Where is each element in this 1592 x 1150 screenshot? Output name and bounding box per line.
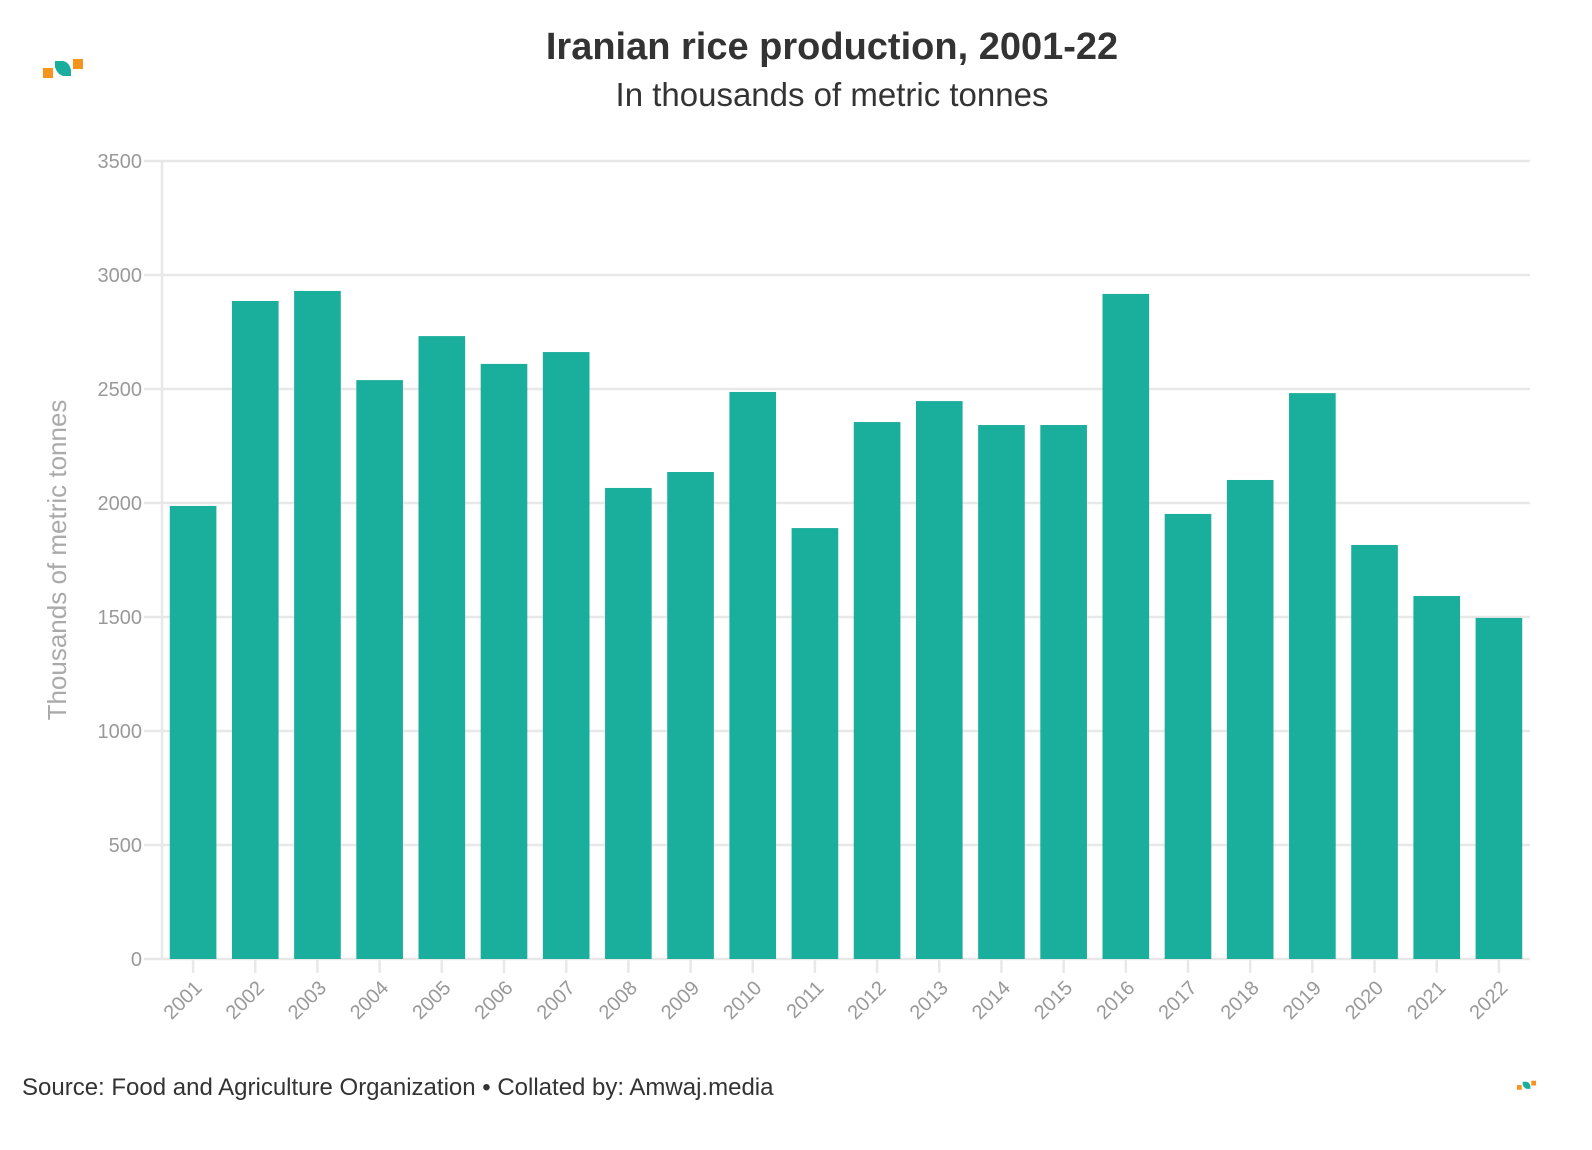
x-tick-label: 2021 [1403,977,1450,1024]
x-tick-label: 2017 [1155,977,1202,1024]
bar-2012 [853,422,901,959]
x-tick-label: 2003 [284,977,331,1024]
y-tick-label: 1000 [98,721,143,743]
x-tick-label: 2016 [1092,977,1139,1024]
x-tick-label: 2005 [408,977,455,1024]
x-tick-label: 2009 [657,977,704,1024]
bar-2008 [605,487,652,959]
bar-2001 [169,505,217,959]
x-tick-label: 2007 [533,977,580,1024]
bar-2005 [418,336,466,959]
brand-logo [43,58,85,85]
bar-2009 [667,471,714,959]
y-tick-label: 3000 [98,265,143,287]
x-tick-label: 2010 [719,977,766,1024]
chart-subtitle: In thousands of metric tonnes [615,76,1049,113]
bar-2018 [1226,479,1274,959]
x-tick-label: 2011 [782,977,828,1023]
y-tick-label: 0 [131,949,142,971]
x-tick-label: 2020 [1341,977,1388,1024]
bar-2002 [231,300,279,959]
x-tick-label: 2014 [968,977,1015,1024]
y-tick-label: 500 [109,835,142,857]
x-tick-label: 2018 [1217,977,1264,1024]
bar-2007 [542,352,590,960]
y-tick-label: 2000 [98,493,143,515]
y-axis-label: Thousands of metric tonnes [42,400,72,721]
bar-2022 [1475,617,1523,959]
bar-2006 [480,363,528,959]
x-tick-label: 2012 [844,977,891,1024]
x-tick-label: 2002 [222,977,269,1024]
bar-2014 [978,425,1025,959]
x-tick-label: 2013 [906,977,953,1024]
x-tick-label: 2008 [595,977,642,1024]
x-tick-label: 2001 [160,977,207,1024]
bar-2010 [729,391,777,959]
x-tick-label: 2015 [1030,977,1077,1024]
x-tick-label: 2004 [346,977,393,1024]
bar-2013 [915,401,963,960]
chart-title: Iranian rice production, 2001-22 [545,26,1119,68]
bar-2016 [1102,293,1150,959]
y-tick-label: 1500 [98,607,143,629]
y-tick-label: 2500 [98,379,143,401]
source-note: Source: Food and Agriculture Organizatio… [22,1074,774,1101]
bar-2017 [1164,513,1212,959]
brand-logo-small [1517,1078,1537,1096]
bar-2004 [356,380,403,959]
bar-chart: 0 500 1000 1500 2000 2500 3000 3500 2001 2002 200… [42,151,1530,1024]
bar-2011 [791,528,839,959]
bar-2015 [1040,425,1087,959]
x-tick-label: 2022 [1465,977,1512,1024]
bar-2019 [1289,393,1336,959]
x-tick-label: 2006 [471,977,518,1024]
y-tick-label: 3500 [98,151,143,173]
x-tick-label: 2019 [1279,977,1326,1024]
bar-2021 [1413,596,1461,959]
bar-2020 [1351,544,1398,959]
bar-2003 [294,290,341,960]
